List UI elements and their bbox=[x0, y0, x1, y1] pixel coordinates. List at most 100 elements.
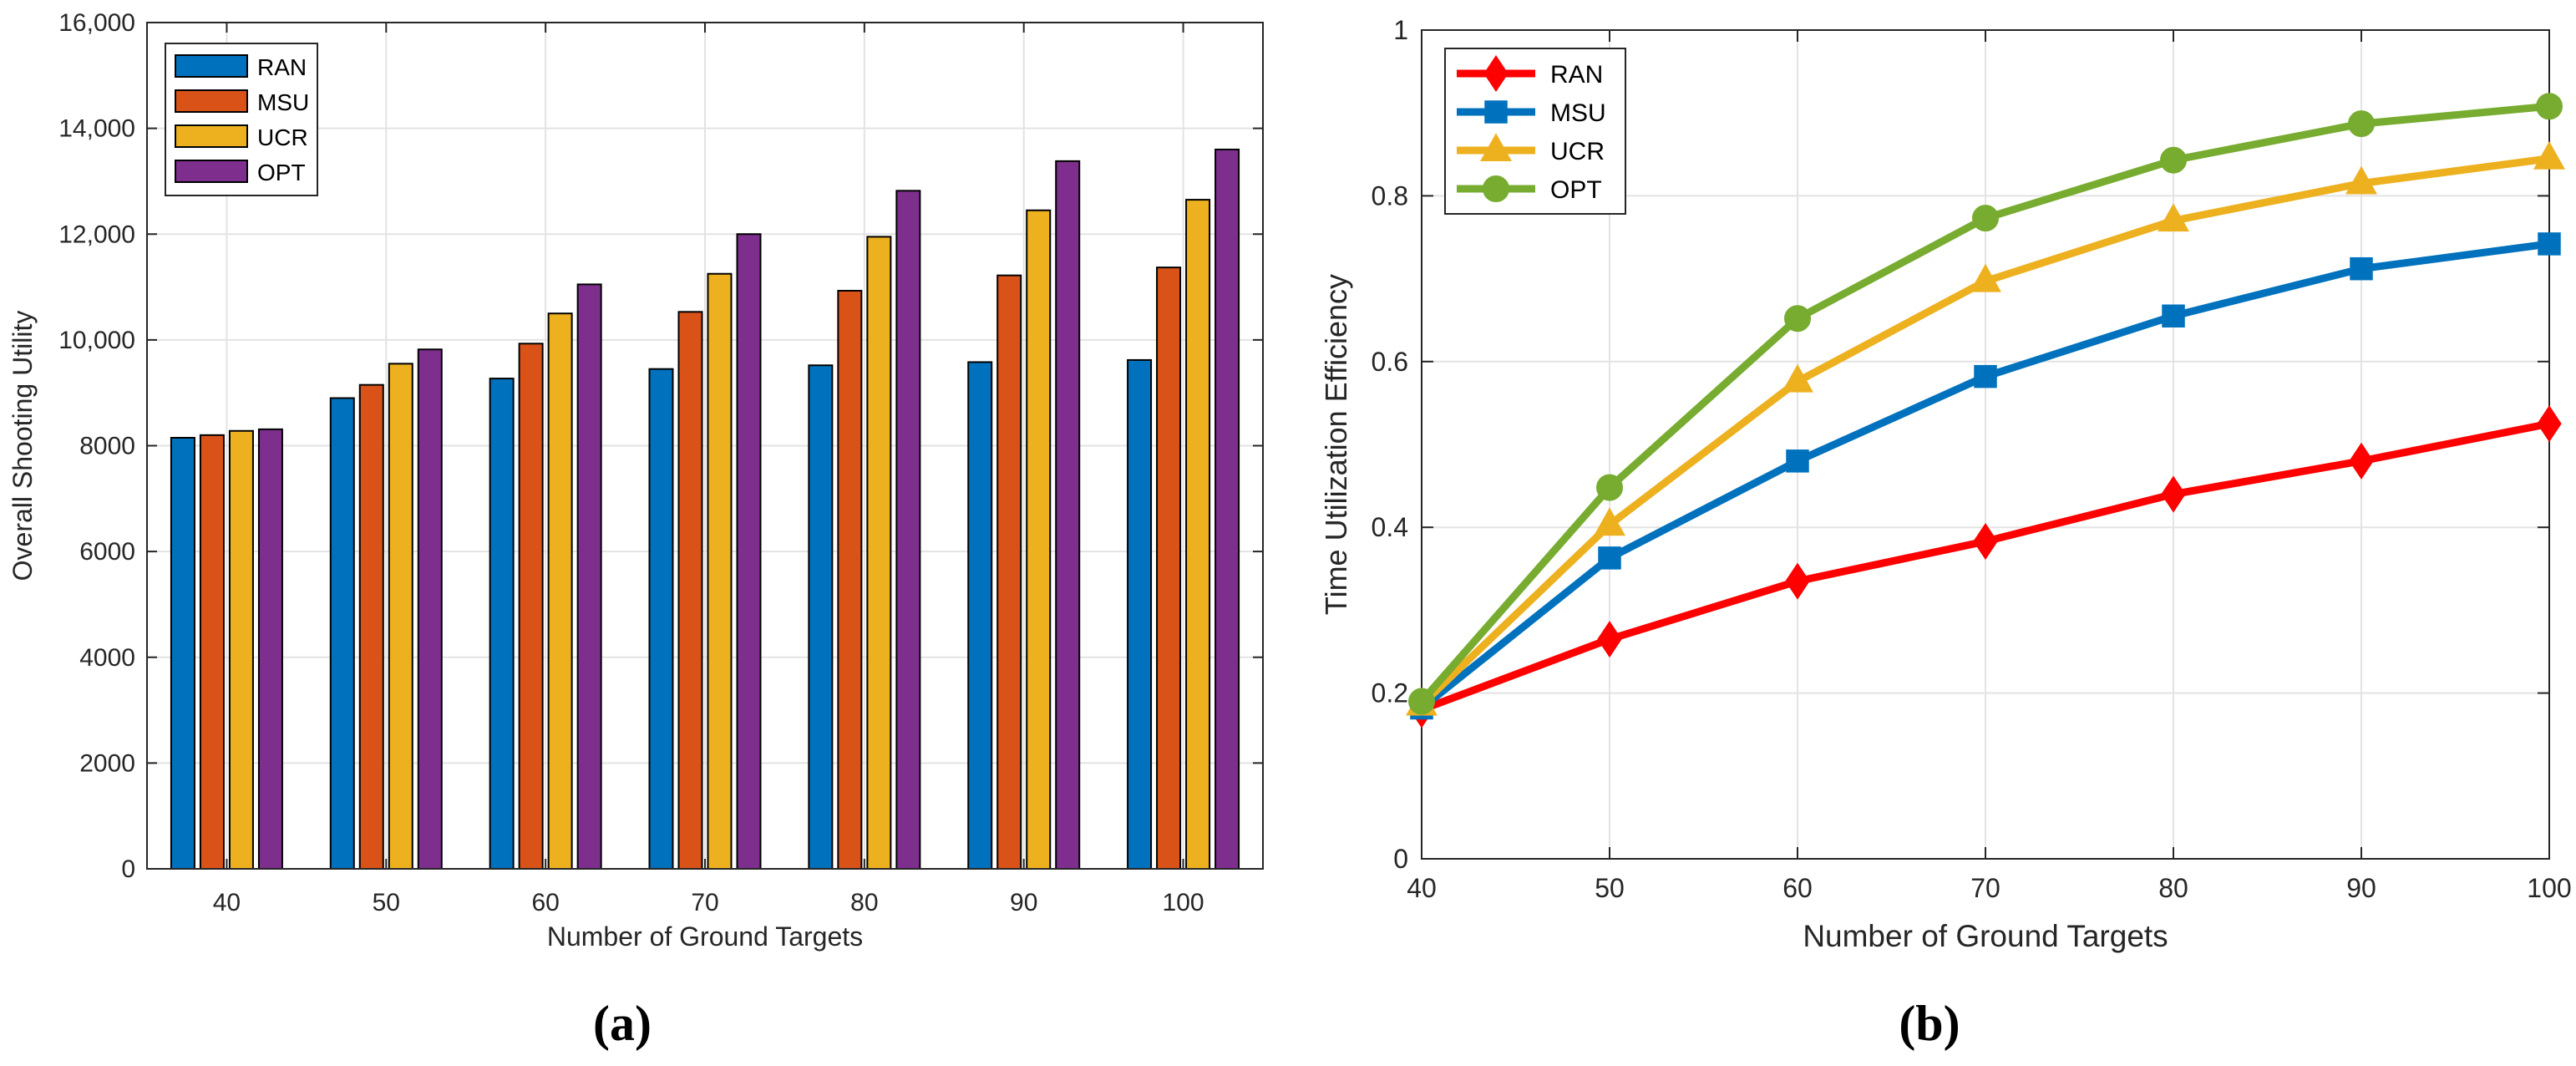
caption-a: (a) bbox=[593, 996, 652, 1051]
line-chart-y-tick-label: 1 bbox=[1393, 15, 1408, 45]
line-chart-legend-label: RAN bbox=[1550, 61, 1603, 89]
bar-msu bbox=[996, 274, 1022, 871]
bar-chart-legend-swatch-opt bbox=[175, 160, 248, 183]
bar-chart-y-tick-label: 4000 bbox=[79, 644, 135, 672]
bar-chart-legend: RAN MSU UCR OPT bbox=[165, 43, 318, 196]
bar-ucr bbox=[228, 429, 254, 870]
line-chart-y-tick-label: 0.2 bbox=[1372, 678, 1408, 708]
bar-ran bbox=[808, 364, 834, 870]
line-chart-legend-marker-msu bbox=[1484, 100, 1508, 124]
line-chart-x-tick-label: 100 bbox=[2527, 873, 2571, 903]
line-chart-legend-marker-ucr bbox=[1480, 133, 1512, 161]
line-chart-series bbox=[1406, 93, 2565, 728]
bar-chart-y-tick-label: 16,000 bbox=[58, 9, 135, 37]
line-chart-x-tick-label: 40 bbox=[1407, 873, 1437, 903]
bar-chart-y-tick-label: 8000 bbox=[79, 433, 135, 460]
marker-opt bbox=[2160, 146, 2187, 174]
marker-ran bbox=[1597, 621, 1622, 658]
marker-ucr bbox=[1970, 263, 2001, 292]
bar-ran bbox=[329, 397, 355, 870]
marker-ucr bbox=[2533, 140, 2565, 170]
bar-chart-x-tick-label: 90 bbox=[1010, 889, 1037, 916]
line-chart-y-tick-label: 0 bbox=[1393, 844, 1408, 874]
bar-chart-legend-swatch-ucr bbox=[175, 124, 248, 148]
bar-msu bbox=[1156, 266, 1182, 870]
bar-ran bbox=[967, 361, 993, 870]
bar-opt bbox=[1214, 148, 1240, 870]
bar-chart-legend-label: MSU bbox=[257, 89, 309, 115]
bar-chart-bars bbox=[170, 148, 1240, 871]
marker-opt bbox=[1596, 474, 1623, 501]
bar-opt bbox=[257, 428, 283, 870]
bar-chart-x-tick-label: 80 bbox=[850, 889, 878, 916]
line-chart-y-tick-label: 0.4 bbox=[1372, 512, 1408, 542]
bar-chart-legend-label: RAN bbox=[257, 54, 307, 80]
bar-chart-legend-swatch-msu bbox=[175, 89, 248, 113]
marker-ran bbox=[2161, 475, 2186, 513]
bar-ucr bbox=[866, 236, 892, 870]
line-chart-x-axis-label: Number of Ground Targets bbox=[1803, 919, 2168, 953]
bar-ran bbox=[648, 368, 674, 870]
marker-opt bbox=[1408, 688, 1435, 715]
bar-msu bbox=[358, 383, 384, 870]
bar-ucr bbox=[707, 272, 733, 870]
line-chart-legend-label: MSU bbox=[1550, 99, 1606, 127]
marker-ucr bbox=[1782, 363, 1813, 393]
bar-chart-legend-label: UCR bbox=[257, 124, 308, 150]
bar-chart-x-axis-label: Number of Ground Targets bbox=[547, 921, 863, 952]
bar-chart-ticks: 40 50 60 70 80 90 100 0 2000 4000 6000 8000 10,000 12… bbox=[58, 9, 1263, 916]
bar-chart-y-tick-label: 0 bbox=[121, 855, 135, 883]
bar-chart-y-tick-label: 14,000 bbox=[58, 115, 135, 143]
bar-msu bbox=[199, 434, 225, 870]
marker-msu bbox=[1786, 449, 1809, 473]
marker-ran bbox=[1973, 523, 1998, 561]
caption-b: (b) bbox=[1899, 996, 1960, 1051]
bar-ran bbox=[170, 437, 195, 870]
marker-opt bbox=[2536, 93, 2563, 120]
bar-chart-legend-swatch-ran bbox=[175, 54, 248, 78]
bar-chart-y-axis-label: Overall Shooting Utility bbox=[8, 311, 38, 581]
line-chart-y-axis-label: Time Utilization Efficiency bbox=[1319, 274, 1353, 615]
bar-chart-y-tick-label: 6000 bbox=[79, 538, 135, 566]
marker-opt bbox=[1972, 205, 1999, 232]
bar-msu bbox=[837, 289, 863, 870]
marker-ucr bbox=[2158, 203, 2189, 232]
bar-chart-overall-shooting-utility: 40 50 60 70 80 90 100 0 2000 4000 6000 8000 10,000 12… bbox=[8, 9, 1264, 952]
bar-opt bbox=[1055, 160, 1081, 871]
line-chart-x-tick-label: 70 bbox=[1970, 873, 2000, 903]
bar-chart-x-tick-label: 100 bbox=[1163, 889, 1204, 916]
marker-opt bbox=[2348, 110, 2375, 138]
line-chart-y-tick-label: 0.6 bbox=[1372, 347, 1408, 377]
marker-msu bbox=[2162, 304, 2185, 327]
line-chart-legend-label: OPT bbox=[1550, 176, 1602, 204]
bar-chart-y-tick-label: 12,000 bbox=[58, 221, 135, 248]
marker-msu bbox=[2350, 256, 2373, 281]
marker-msu bbox=[2538, 232, 2561, 256]
line-chart-legend-label: UCR bbox=[1550, 138, 1605, 165]
line-chart-legend-marker-ran bbox=[1483, 54, 1509, 93]
bar-opt bbox=[895, 190, 921, 871]
bar-chart-y-tick-label: 10,000 bbox=[58, 327, 135, 354]
line-chart-legend-marker-opt bbox=[1483, 175, 1509, 202]
line-chart-y-tick-label: 0.8 bbox=[1372, 180, 1408, 211]
marker-opt bbox=[1784, 305, 1811, 332]
marker-msu bbox=[1598, 546, 1621, 570]
bar-opt bbox=[417, 348, 443, 870]
marker-ran bbox=[2537, 405, 2562, 443]
bar-ucr bbox=[547, 312, 573, 870]
marker-msu bbox=[1974, 364, 1997, 388]
bar-chart-x-tick-label: 60 bbox=[531, 889, 559, 916]
bar-ucr bbox=[1185, 199, 1211, 871]
bar-ran bbox=[489, 378, 515, 870]
line-chart-legend: RAN MSU UCR OPT bbox=[1444, 48, 1626, 215]
line-chart-x-tick-label: 80 bbox=[2158, 873, 2188, 903]
marker-ran bbox=[2349, 442, 2374, 480]
bar-chart-x-tick-label: 70 bbox=[691, 889, 718, 916]
line-chart-x-tick-label: 90 bbox=[2346, 873, 2376, 903]
bar-opt bbox=[576, 283, 602, 871]
bar-ucr bbox=[1026, 209, 1052, 870]
line-chart-x-tick-label: 60 bbox=[1782, 873, 1813, 903]
marker-ucr bbox=[1594, 507, 1625, 536]
bar-ran bbox=[1127, 358, 1153, 870]
